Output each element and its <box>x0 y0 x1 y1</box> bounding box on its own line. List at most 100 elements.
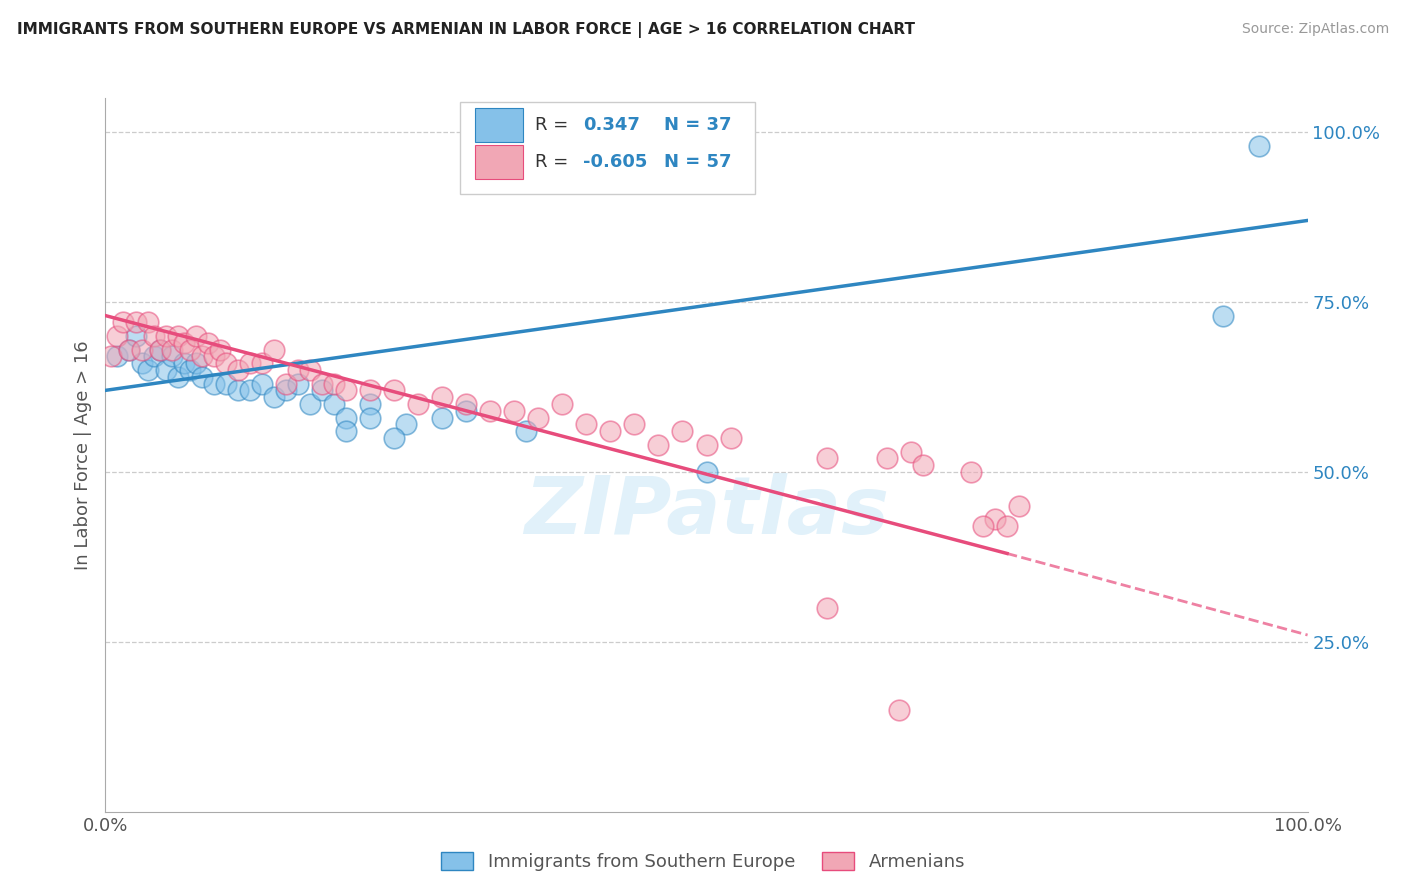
Text: R =: R = <box>534 116 574 134</box>
Point <box>190 369 212 384</box>
Point <box>190 350 212 364</box>
Point <box>287 363 309 377</box>
Point <box>148 343 170 357</box>
FancyBboxPatch shape <box>474 108 523 143</box>
Point <box>250 376 273 391</box>
Point <box>179 343 201 357</box>
Point <box>575 417 598 432</box>
Point <box>107 350 129 364</box>
Text: N = 37: N = 37 <box>665 116 733 134</box>
Point <box>430 410 453 425</box>
Point <box>197 335 219 350</box>
Text: R =: R = <box>534 153 574 171</box>
Point <box>960 465 983 479</box>
Point <box>454 397 477 411</box>
Point <box>202 350 225 364</box>
Point <box>173 356 195 370</box>
Point <box>118 343 141 357</box>
Point <box>322 397 344 411</box>
Point <box>155 363 177 377</box>
Point <box>430 390 453 404</box>
Point <box>226 363 249 377</box>
Point <box>503 403 526 417</box>
Point <box>647 438 669 452</box>
Point <box>160 350 183 364</box>
Point <box>131 356 153 370</box>
Point <box>406 397 429 411</box>
Point <box>274 384 297 398</box>
Point <box>118 343 141 357</box>
Point <box>239 356 262 370</box>
Point <box>815 451 838 466</box>
Point <box>263 343 285 357</box>
Point <box>298 363 321 377</box>
Text: N = 57: N = 57 <box>665 153 733 171</box>
Text: -0.605: -0.605 <box>582 153 647 171</box>
Point <box>107 329 129 343</box>
Point <box>142 350 165 364</box>
Point <box>214 376 236 391</box>
Point <box>287 376 309 391</box>
Point <box>298 397 321 411</box>
Point <box>124 329 146 343</box>
Point <box>876 451 898 466</box>
Point <box>1008 499 1031 513</box>
Text: IMMIGRANTS FROM SOUTHERN EUROPE VS ARMENIAN IN LABOR FORCE | AGE > 16 CORRELATIO: IMMIGRANTS FROM SOUTHERN EUROPE VS ARMEN… <box>17 22 915 38</box>
Point <box>623 417 645 432</box>
Point <box>155 329 177 343</box>
Text: 0.347: 0.347 <box>582 116 640 134</box>
Point <box>1249 138 1271 153</box>
FancyBboxPatch shape <box>460 102 755 194</box>
Point <box>479 403 502 417</box>
Point <box>131 343 153 357</box>
Legend: Immigrants from Southern Europe, Armenians: Immigrants from Southern Europe, Armenia… <box>433 845 973 879</box>
Point <box>382 431 405 445</box>
Point <box>515 424 537 438</box>
Point <box>359 410 381 425</box>
Point <box>214 356 236 370</box>
Point <box>239 384 262 398</box>
Point <box>322 376 344 391</box>
Point <box>166 329 188 343</box>
Point <box>173 335 195 350</box>
Point <box>454 403 477 417</box>
Point <box>335 410 357 425</box>
Point <box>202 376 225 391</box>
Point <box>136 363 159 377</box>
Point <box>311 384 333 398</box>
Point <box>100 350 122 364</box>
Text: Source: ZipAtlas.com: Source: ZipAtlas.com <box>1241 22 1389 37</box>
Point <box>311 376 333 391</box>
Point <box>184 329 207 343</box>
Point <box>671 424 693 438</box>
Point <box>179 363 201 377</box>
Point <box>184 356 207 370</box>
Point <box>599 424 621 438</box>
Point <box>527 410 550 425</box>
Text: ZIPatlas: ZIPatlas <box>524 473 889 551</box>
Point <box>124 315 146 329</box>
Point <box>359 397 381 411</box>
Point <box>112 315 135 329</box>
Point <box>250 356 273 370</box>
Y-axis label: In Labor Force | Age > 16: In Labor Force | Age > 16 <box>73 340 91 570</box>
Point <box>395 417 418 432</box>
Point <box>1212 309 1234 323</box>
Point <box>972 519 994 533</box>
Point <box>263 390 285 404</box>
Point <box>136 315 159 329</box>
Point <box>551 397 574 411</box>
Point <box>900 444 922 458</box>
Point <box>148 343 170 357</box>
Point <box>208 343 231 357</box>
Point <box>911 458 934 472</box>
Point <box>335 424 357 438</box>
Point <box>359 384 381 398</box>
Point <box>720 431 742 445</box>
Point <box>984 512 1007 526</box>
Point <box>995 519 1018 533</box>
Point <box>274 376 297 391</box>
Point <box>166 369 188 384</box>
Point <box>815 600 838 615</box>
Point <box>696 465 718 479</box>
